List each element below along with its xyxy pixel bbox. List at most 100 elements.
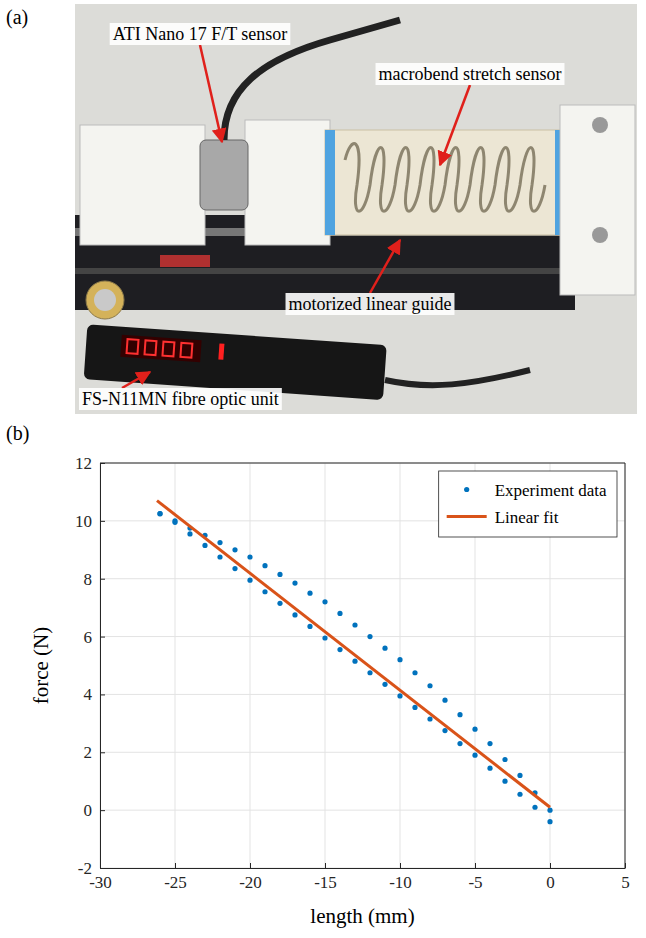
data-point xyxy=(217,540,222,545)
annotation: macrobend stretch sensor xyxy=(376,63,565,165)
photo-panel: (a)ATI Nano 17 F/T sensormacrobend stret… xyxy=(6,4,637,414)
data-point xyxy=(502,779,507,784)
tick: 6 xyxy=(84,628,106,647)
tick-mark xyxy=(100,521,105,522)
data-point xyxy=(352,622,357,627)
annotation-background xyxy=(110,23,291,45)
stretch-sensor xyxy=(325,130,565,235)
tick: 4 xyxy=(84,685,106,704)
grid-line xyxy=(100,463,625,464)
annotation-background xyxy=(286,293,455,315)
screw xyxy=(592,227,608,243)
clamp-block xyxy=(245,120,330,245)
data-point xyxy=(427,683,432,688)
data-point xyxy=(322,635,327,640)
legend-box xyxy=(439,471,617,537)
data-point xyxy=(262,563,267,568)
data-point xyxy=(472,753,477,758)
axis-line xyxy=(101,868,626,869)
data-point xyxy=(442,728,447,733)
force-sensor xyxy=(200,140,248,210)
annotation-arrow xyxy=(200,45,222,142)
legend-swatch xyxy=(447,515,487,518)
tick: -15 xyxy=(314,863,337,892)
tick-mark xyxy=(250,863,251,868)
data-point xyxy=(307,624,312,629)
red-carriage xyxy=(160,255,210,267)
guide-slot xyxy=(75,268,575,274)
annotation: ATI Nano 17 F/T sensor xyxy=(110,23,291,142)
tick-mark xyxy=(100,752,105,753)
fit-line xyxy=(157,501,550,808)
tick-label: 5 xyxy=(621,873,630,892)
tick-label: 4 xyxy=(84,685,93,704)
right-clamp xyxy=(560,105,635,295)
data-point xyxy=(367,670,372,675)
tick-label: 12 xyxy=(75,454,92,473)
tick: -20 xyxy=(239,863,262,892)
x-axis: -30-25-20-15-10-505 xyxy=(89,863,630,892)
data-point xyxy=(337,647,342,652)
data-point xyxy=(157,511,162,516)
plot-background xyxy=(100,463,625,868)
tick-mark xyxy=(100,637,105,638)
sensor-end xyxy=(325,130,335,235)
tick-mark xyxy=(100,810,105,811)
grid-line xyxy=(250,463,251,868)
legend-swatch xyxy=(464,487,469,492)
tick-mark xyxy=(325,863,326,868)
data-point xyxy=(337,611,342,616)
tick-mark xyxy=(400,863,401,868)
tick-label: 2 xyxy=(84,743,93,762)
tick-label: 6 xyxy=(84,628,93,647)
tick: -5 xyxy=(468,863,482,892)
annotation-text: motorized linear guide xyxy=(289,294,452,314)
annotation-text: ATI Nano 17 F/T sensor xyxy=(113,24,288,44)
data-point xyxy=(262,589,267,594)
data-point xyxy=(247,578,252,583)
fibre-unit-display xyxy=(120,335,201,363)
tick: 8 xyxy=(84,570,106,589)
grid-line xyxy=(625,463,626,868)
display-digit xyxy=(127,339,139,354)
tick-label: 8 xyxy=(84,570,93,589)
tick-mark xyxy=(175,863,176,868)
tick-label: -15 xyxy=(314,873,337,892)
data-point xyxy=(547,808,552,813)
tick-label: -30 xyxy=(89,873,112,892)
data-point xyxy=(307,591,312,596)
grid-line xyxy=(100,578,625,579)
data-point xyxy=(322,599,327,604)
coin xyxy=(86,281,124,319)
y-axis-title: force (N) xyxy=(29,627,53,705)
annotation: FS-N11MN fibre optic unit xyxy=(79,372,282,410)
grid-line xyxy=(100,463,101,868)
data-point xyxy=(382,682,387,687)
grid xyxy=(100,463,625,868)
photo-background xyxy=(75,4,637,414)
data-point xyxy=(247,554,252,559)
frame-line xyxy=(100,463,625,464)
annotation-background xyxy=(376,63,565,85)
data-point xyxy=(397,693,402,698)
screw xyxy=(592,117,608,133)
tick-mark xyxy=(100,868,105,869)
data-point xyxy=(457,712,462,717)
data-point xyxy=(412,705,417,710)
data-point xyxy=(352,659,357,664)
figure: (a)ATI Nano 17 F/T sensormacrobend stret… xyxy=(0,0,646,938)
fibre-unit-led xyxy=(218,344,224,360)
unit-cable xyxy=(385,370,530,385)
tick-label: 10 xyxy=(75,512,92,531)
data-point xyxy=(232,547,237,552)
annotation-text: macrobend stretch sensor xyxy=(379,64,562,84)
annotation: motorized linear guide xyxy=(286,240,455,315)
grid-line xyxy=(400,463,401,868)
tick-mark xyxy=(100,579,105,580)
data-point xyxy=(277,572,282,577)
annotation-background xyxy=(79,388,282,410)
legend-label: Linear fit xyxy=(495,508,559,527)
grid-line xyxy=(100,752,625,753)
data-point xyxy=(367,634,372,639)
tick-mark xyxy=(550,863,551,868)
